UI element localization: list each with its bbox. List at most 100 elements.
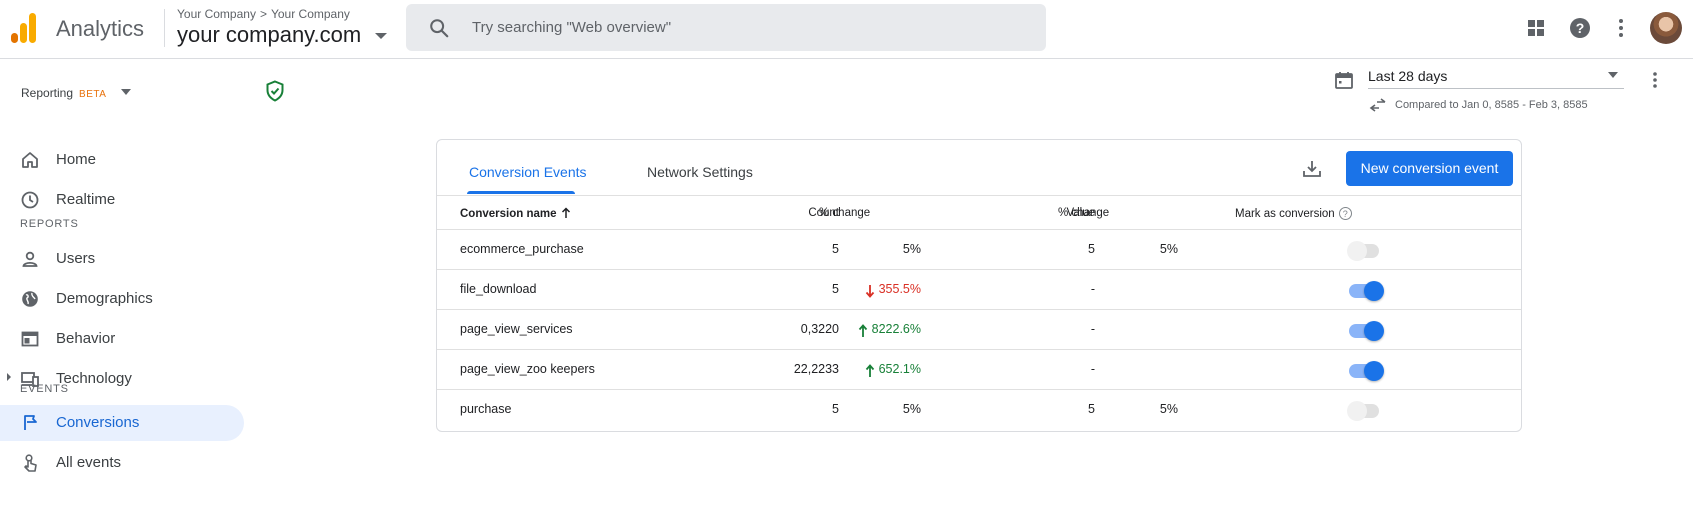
- analytics-logo[interactable]: [11, 13, 37, 43]
- column-header-count[interactable]: Count: [808, 207, 839, 219]
- search-input[interactable]: [472, 4, 1012, 51]
- flag-icon: [24, 415, 37, 430]
- count-value: 0,3220: [800, 322, 839, 336]
- shield-check-icon: [266, 80, 284, 102]
- value-change: 5%: [1159, 402, 1178, 416]
- breadcrumb[interactable]: Your Company > Your Company: [177, 7, 350, 21]
- sidebar-item-label: Conversions: [56, 414, 140, 431]
- conversion-name: page_view_services: [460, 322, 573, 336]
- sidebar: Reporting BETA Home Realtime REPORTS User…: [0, 60, 250, 522]
- column-header-name[interactable]: Conversion name: [460, 207, 571, 220]
- sidebar-item-technology[interactable]: Technology: [0, 361, 244, 397]
- help-icon[interactable]: ?: [1568, 16, 1592, 40]
- column-header-label: Conversion name: [460, 208, 557, 220]
- value-value: -: [1090, 322, 1095, 336]
- mark-as-conversion-toggle[interactable]: [1347, 400, 1383, 421]
- caret-down-icon[interactable]: [375, 33, 387, 39]
- sidebar-item-users[interactable]: Users: [0, 241, 244, 277]
- value-value: 5: [1088, 402, 1095, 416]
- breadcrumb-item[interactable]: Your Company: [270, 7, 350, 21]
- section-label-reports: REPORTS: [20, 218, 79, 230]
- date-range-select[interactable]: Last 28 days: [1368, 67, 1624, 89]
- value-change: 5%: [1159, 242, 1178, 256]
- reporting-label: Reporting: [21, 86, 74, 100]
- sidebar-item-home[interactable]: Home: [0, 142, 244, 178]
- new-conversion-event-button[interactable]: New conversion event: [1346, 151, 1513, 186]
- sidebar-item-label: Realtime: [56, 191, 116, 208]
- count-change: 652.1%: [878, 362, 921, 376]
- mark-as-conversion-toggle[interactable]: [1347, 280, 1384, 301]
- value-value: -: [1090, 282, 1095, 296]
- mark-as-conversion-toggle[interactable]: [1347, 360, 1384, 381]
- touch-icon: [24, 454, 37, 472]
- header-divider: [164, 9, 165, 47]
- sidebar-item-label: Users: [56, 250, 96, 267]
- date-range-label: Last 28 days: [1368, 68, 1448, 84]
- table-row[interactable]: page_view_services 0,3220 8222.6% -: [437, 309, 1521, 349]
- top-app-bar: Analytics Your Company > Your Company your…: [0, 0, 1693, 59]
- conversion-name: file_download: [460, 282, 537, 296]
- toggle-knob: [1347, 401, 1367, 421]
- sidebar-item-label: All events: [56, 454, 122, 471]
- reporting-switcher[interactable]: Reporting BETA: [21, 86, 106, 100]
- column-header-value-change[interactable]: % change: [1058, 207, 1110, 219]
- beta-badge: BETA: [79, 89, 107, 100]
- arrow-up-icon: [858, 324, 868, 337]
- count-change: 5%: [902, 402, 921, 416]
- value-value: 5: [1088, 242, 1095, 256]
- download-icon[interactable]: [1301, 158, 1323, 180]
- more-vert-icon[interactable]: [1609, 16, 1633, 40]
- caret-down-icon[interactable]: [121, 89, 131, 95]
- conversion-name: purchase: [460, 402, 512, 416]
- sidebar-item-conversions[interactable]: Conversions: [0, 405, 244, 441]
- search-bar[interactable]: [406, 4, 1046, 51]
- divider: [437, 195, 1521, 196]
- sidebar-item-all-events[interactable]: All events: [0, 445, 244, 481]
- home-icon: [22, 152, 38, 168]
- column-header-value[interactable]: Value: [1066, 207, 1095, 219]
- apps-grid-icon[interactable]: [1524, 16, 1548, 40]
- count-value: 5: [832, 242, 839, 256]
- arrow-up-icon[interactable]: [561, 207, 571, 219]
- sidebar-item-behavior[interactable]: Behavior: [0, 321, 244, 357]
- search-icon: [430, 19, 449, 38]
- active-tab-indicator: [467, 191, 575, 194]
- compare-text: Compared to Jan 0, 8585 - Feb 3, 8585: [1395, 99, 1588, 111]
- web-icon: [21, 331, 39, 347]
- count-value: 5: [832, 402, 839, 416]
- devices-icon: [21, 372, 39, 387]
- toggle-knob: [1347, 241, 1367, 261]
- sidebar-item-realtime[interactable]: Realtime: [0, 182, 244, 218]
- column-header-mark: Mark as conversion?: [1235, 207, 1352, 220]
- help-circle-icon[interactable]: ?: [1338, 207, 1352, 220]
- toggle-knob: [1364, 281, 1384, 301]
- mark-as-conversion-toggle[interactable]: [1347, 240, 1383, 261]
- more-vert-icon[interactable]: [1646, 70, 1664, 90]
- mark-as-conversion-toggle[interactable]: [1347, 320, 1384, 341]
- table-row[interactable]: ecommerce_purchase 5 5% 5 5%: [437, 229, 1521, 269]
- tab-conversion-events[interactable]: Conversion Events: [469, 164, 587, 180]
- table-row[interactable]: file_download 5 355.5% -: [437, 269, 1521, 309]
- conversion-name: page_view_zoo keepers: [460, 362, 595, 376]
- chevron-right-icon: >: [259, 7, 267, 21]
- value-value: -: [1090, 362, 1095, 376]
- account-selector[interactable]: your company.com: [177, 22, 362, 47]
- calendar-icon[interactable]: [1334, 70, 1354, 90]
- avatar[interactable]: [1650, 12, 1682, 44]
- column-header-count-change[interactable]: % change: [819, 207, 871, 219]
- count-change: 5%: [902, 242, 921, 256]
- expand-arrow-icon[interactable]: [7, 373, 11, 381]
- toggle-knob: [1364, 321, 1384, 341]
- tab-network-settings[interactable]: Network Settings: [647, 164, 753, 180]
- caret-down-icon: [1608, 72, 1618, 78]
- count-value: 22,2233: [793, 362, 839, 376]
- sidebar-item-label: Demographics: [56, 290, 153, 307]
- app-name: Analytics: [56, 16, 145, 41]
- table-row[interactable]: page_view_zoo keepers 22,2233 652.1% -: [437, 349, 1521, 389]
- compare-arrows-icon: [1369, 98, 1386, 112]
- table-row[interactable]: purchase 5 5% 5 5%: [437, 389, 1521, 429]
- sidebar-item-demographics[interactable]: Demographics: [0, 281, 244, 317]
- conversion-name: ecommerce_purchase: [460, 242, 584, 256]
- breadcrumb-item[interactable]: Your Company: [177, 7, 256, 21]
- arrow-down-icon: [865, 285, 875, 298]
